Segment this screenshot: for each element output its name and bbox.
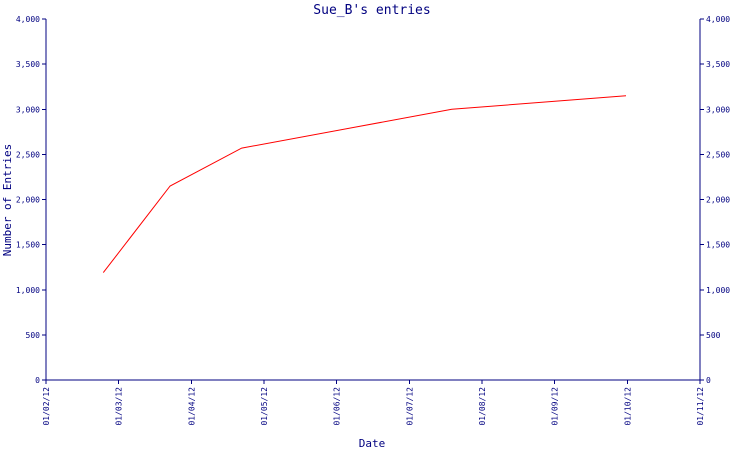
- y-tick-label-left: 4,000: [16, 15, 40, 24]
- plot-frame: [45, 19, 701, 381]
- y-tick-label-right: 3,500: [706, 60, 730, 69]
- y-tick-label-right: 500: [706, 331, 721, 340]
- y-tick-label-left: 500: [26, 331, 41, 340]
- y-axis-right: 0 500 1,000 1,500 2,000 2,500 3,000 3,500 4,000: [700, 15, 730, 385]
- x-tick-label: 01/10/12: [623, 387, 632, 426]
- y-tick-label-left: 1,000: [16, 286, 40, 295]
- chart-title: Sue_B's entries: [313, 3, 430, 18]
- x-tick-label: 01/03/12: [115, 387, 124, 426]
- y-tick-label-right: 1,500: [706, 241, 730, 250]
- y-tick-label-right: 0: [706, 376, 711, 385]
- x-tick-label: 01/09/12: [551, 387, 560, 426]
- x-tick-label: 01/06/12: [333, 387, 342, 426]
- x-axis: 01/02/12 01/03/12 01/04/12 01/05/12 01/06/12…: [42, 380, 705, 426]
- y-tick-label-left: 3,500: [16, 60, 40, 69]
- y-tick-label-left: 2,000: [16, 196, 40, 205]
- y-tick-label-left: 3,000: [16, 105, 40, 114]
- y-tick-label-right: 2,000: [706, 196, 730, 205]
- series-group: [102, 95, 627, 273]
- x-axis-title: Date: [359, 437, 386, 450]
- x-tick-label: 01/05/12: [260, 387, 269, 426]
- y-axis-title: Number of Entries: [1, 144, 14, 257]
- y-tick-label-right: 3,000: [706, 105, 730, 114]
- x-tick-label: 01/02/12: [42, 387, 51, 426]
- y-tick-label-left: 2,500: [16, 150, 40, 159]
- x-tick-label: 01/07/12: [405, 387, 414, 426]
- y-tick-label-left: 0: [35, 376, 40, 385]
- series-line: [102, 95, 627, 273]
- x-tick-label: 01/08/12: [478, 387, 487, 426]
- x-tick-label: 01/04/12: [187, 387, 196, 426]
- x-tick-label: 01/11/12: [696, 387, 705, 426]
- y-axis-left: 0 500 1,000 1,500 2,000 2,500 3,000 3,500 4,000: [16, 15, 46, 385]
- y-tick-label-left: 1,500: [16, 241, 40, 250]
- y-tick-label-right: 2,500: [706, 150, 730, 159]
- y-tick-label-right: 4,000: [706, 15, 730, 24]
- y-tick-label-right: 1,000: [706, 286, 730, 295]
